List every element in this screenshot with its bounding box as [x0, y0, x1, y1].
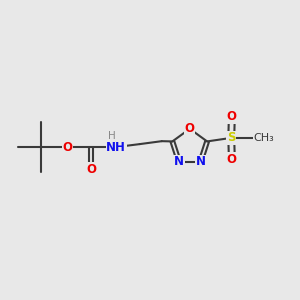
Text: N: N — [174, 155, 184, 168]
Text: O: O — [227, 110, 237, 123]
Text: O: O — [86, 163, 96, 176]
Text: O: O — [185, 122, 195, 135]
Text: H: H — [108, 131, 116, 141]
Text: NH: NH — [106, 141, 126, 154]
Text: S: S — [227, 131, 236, 144]
Text: O: O — [63, 141, 73, 154]
Text: CH₃: CH₃ — [253, 133, 274, 143]
Text: O: O — [227, 153, 237, 166]
Text: N: N — [196, 155, 206, 168]
